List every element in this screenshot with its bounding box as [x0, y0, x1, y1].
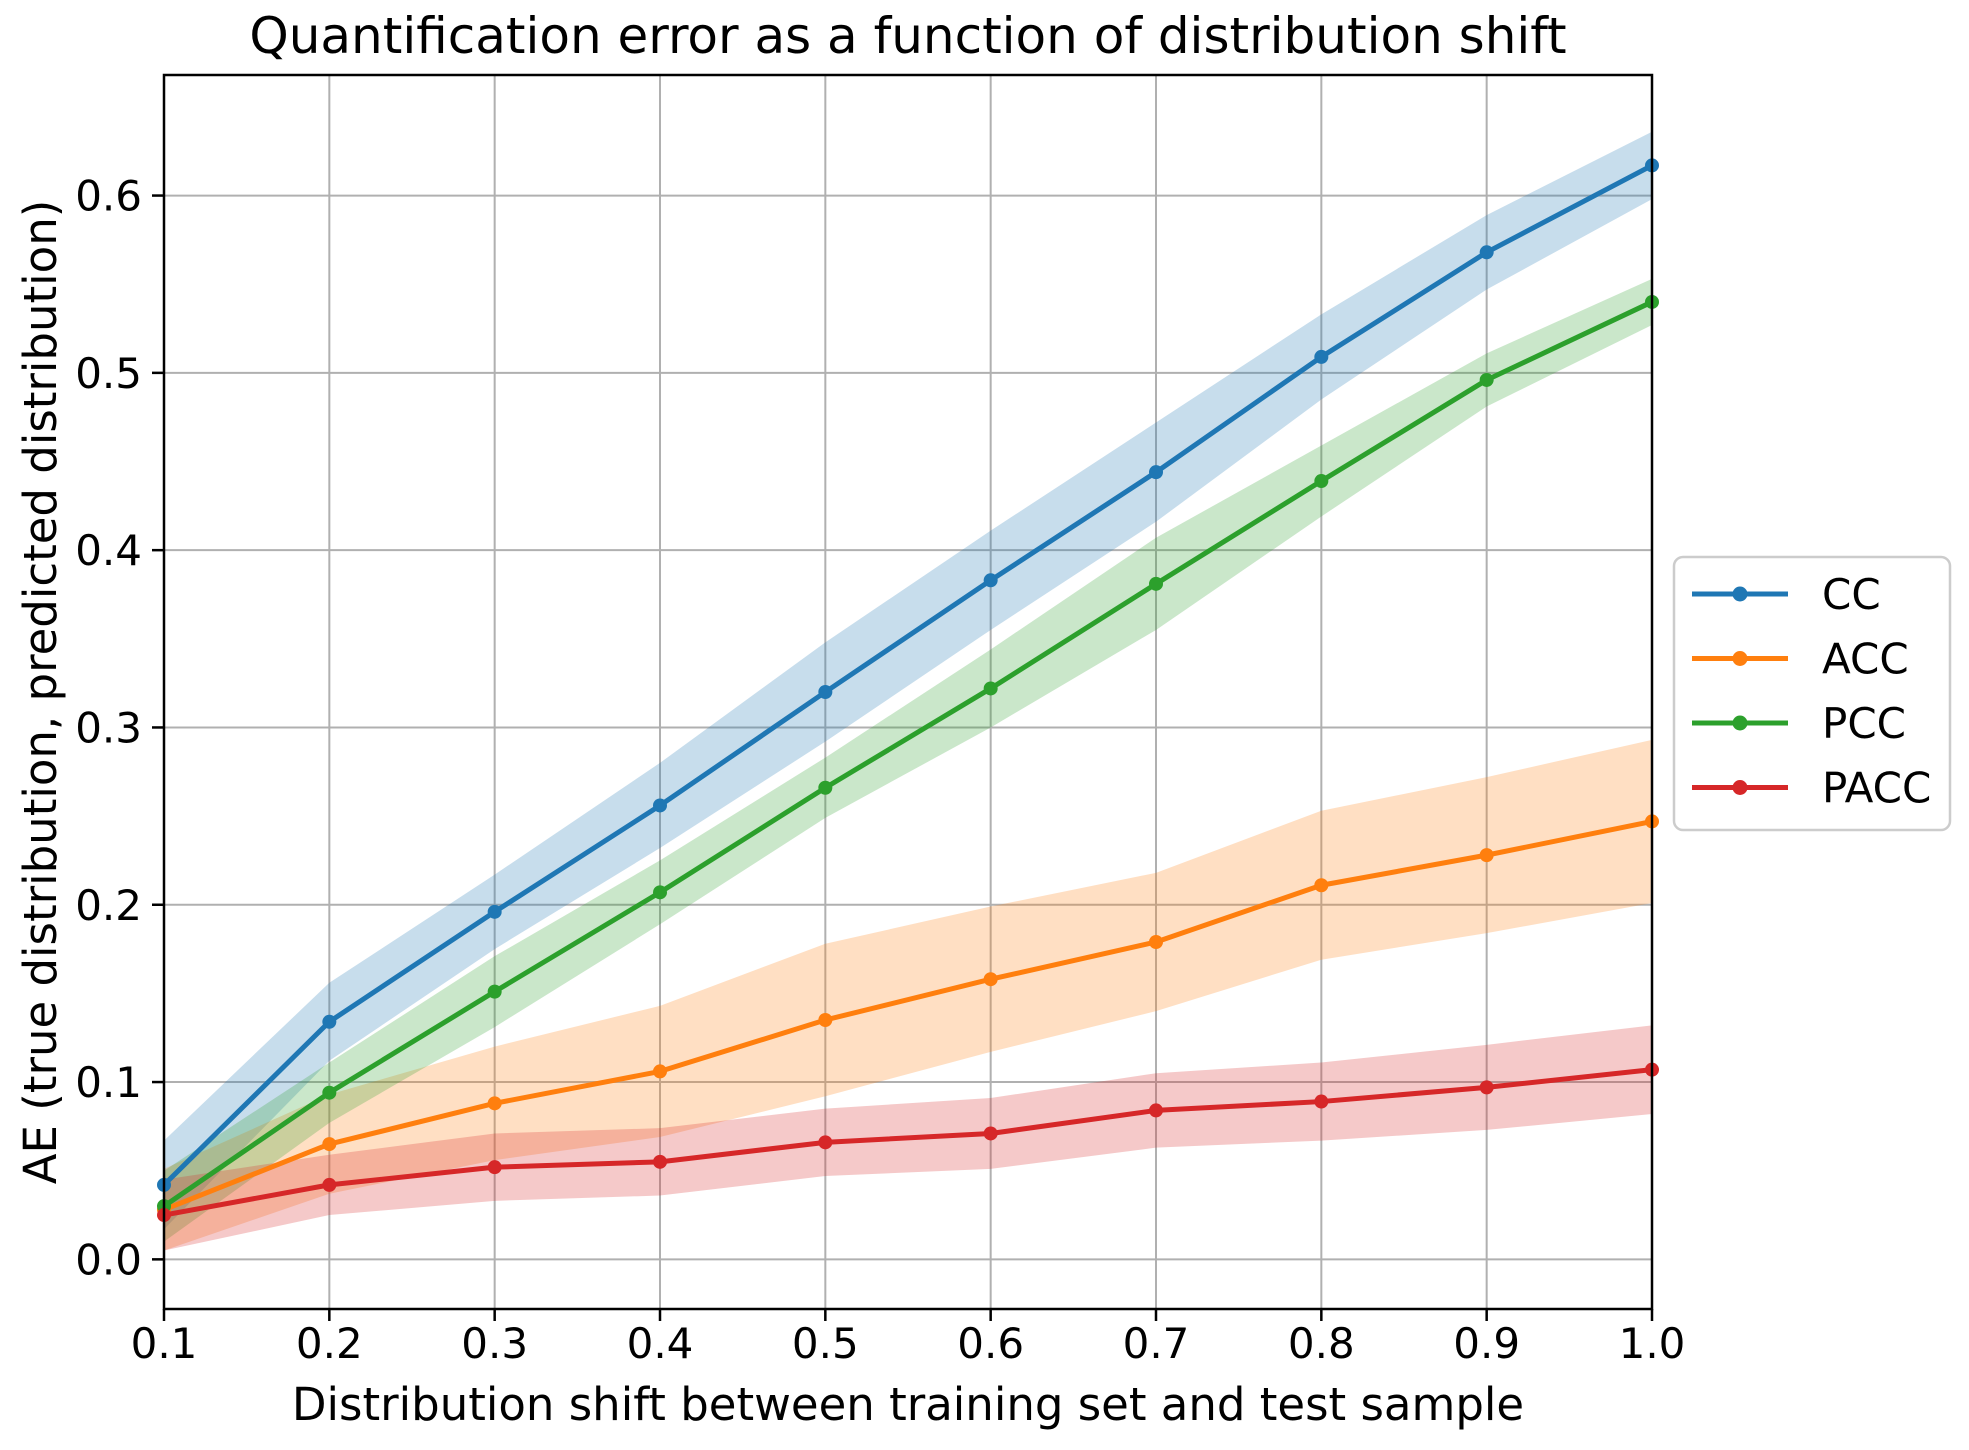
- data-point-PCC: [818, 780, 833, 795]
- data-point-ACC: [1479, 848, 1494, 863]
- data-point-ACC: [983, 972, 998, 987]
- data-point-CC: [818, 685, 833, 699]
- legend-marker: [1732, 586, 1748, 602]
- legend-label: ACC: [1822, 635, 1909, 684]
- y-tick-label: 0.5: [75, 349, 142, 398]
- legend-label: PCC: [1822, 699, 1906, 748]
- y-tick-label: 0.4: [75, 526, 142, 575]
- data-point-CC: [1479, 245, 1494, 260]
- data-point-PACC: [487, 1160, 502, 1175]
- data-point-CC: [653, 798, 667, 813]
- data-point-ACC: [487, 1096, 502, 1111]
- data-point-CC: [983, 573, 998, 588]
- data-point-ACC: [322, 1137, 337, 1152]
- legend-label: CC: [1822, 570, 1881, 619]
- legend-entry-PCC: PCC: [1692, 699, 1906, 748]
- data-point-PCC: [1149, 576, 1163, 591]
- x-tick-label: 0.6: [957, 1319, 1024, 1368]
- data-point-PCC: [653, 885, 667, 900]
- data-point-PCC: [1479, 372, 1494, 387]
- data-point-PACC: [653, 1154, 667, 1169]
- data-point-PACC: [983, 1126, 998, 1141]
- x-tick-label: 0.4: [627, 1319, 694, 1368]
- data-point-PACC: [1149, 1103, 1163, 1118]
- plot-border: [162, 73, 1654, 1311]
- x-tick-label: 0.5: [792, 1319, 859, 1368]
- chart-title: Quantification error as a function of di…: [249, 7, 1566, 65]
- y-axis-label: AE (true distribution, predicted distrib…: [14, 200, 67, 1185]
- y-tick-label: 0.0: [75, 1235, 142, 1284]
- legend-marker: [1732, 780, 1748, 795]
- x-tick-label: 0.9: [1453, 1319, 1520, 1368]
- data-point-CC: [487, 904, 502, 919]
- legend-entry-CC: CC: [1692, 570, 1881, 619]
- x-tick-label: 0.3: [461, 1319, 528, 1368]
- series-line-ACC: [161, 818, 1655, 1213]
- x-tick-label: 0.2: [296, 1319, 363, 1368]
- legend-entry-ACC: ACC: [1692, 635, 1909, 684]
- series-band-PCC: [164, 278, 1652, 1242]
- legend-marker: [1732, 715, 1748, 731]
- y-tick-label: 0.6: [75, 172, 142, 221]
- x-tick-label: 0.7: [1123, 1319, 1190, 1368]
- plot-area: [164, 75, 1652, 1309]
- legend-label: PACC: [1822, 764, 1931, 813]
- x-tick-label: 0.1: [131, 1319, 198, 1368]
- data-point-ACC: [653, 1064, 667, 1079]
- x-tick-label: 1.0: [1619, 1319, 1686, 1368]
- data-point-PCC: [322, 1085, 337, 1100]
- data-point-CC: [322, 1014, 337, 1029]
- data-point-ACC: [1314, 878, 1329, 893]
- x-axis-label: Distribution shift between training set …: [292, 1378, 1524, 1431]
- data-point-PACC: [1314, 1094, 1329, 1109]
- series-line-CC: [161, 162, 1655, 1188]
- data-point-PCC: [1314, 474, 1329, 489]
- legend: CC ACC PCC PACC: [1672, 555, 1952, 832]
- data-point-ACC: [818, 1013, 833, 1028]
- legend-marker: [1732, 651, 1748, 666]
- x-tick-label: 0.8: [1288, 1319, 1355, 1368]
- data-point-CC: [1314, 349, 1329, 364]
- series-band-CC: [164, 131, 1652, 1230]
- series-band-ACC: [164, 739, 1652, 1251]
- data-point-PCC: [983, 681, 998, 696]
- series-line-PCC: [161, 299, 1655, 1209]
- data-point-CC: [1149, 465, 1163, 480]
- data-point-PACC: [818, 1135, 833, 1150]
- y-tick-label: 0.1: [75, 1058, 142, 1107]
- y-tick-label: 0.2: [75, 881, 142, 930]
- data-point-ACC: [1149, 934, 1163, 949]
- legend-box: [1672, 555, 1952, 832]
- data-point-PACC: [322, 1177, 337, 1192]
- series-line-PACC: [161, 1067, 1655, 1218]
- data-point-PCC: [487, 984, 502, 999]
- y-tick-label: 0.3: [75, 703, 142, 752]
- legend-entry-PACC: PACC: [1692, 764, 1931, 813]
- data-point-PACC: [1479, 1080, 1494, 1095]
